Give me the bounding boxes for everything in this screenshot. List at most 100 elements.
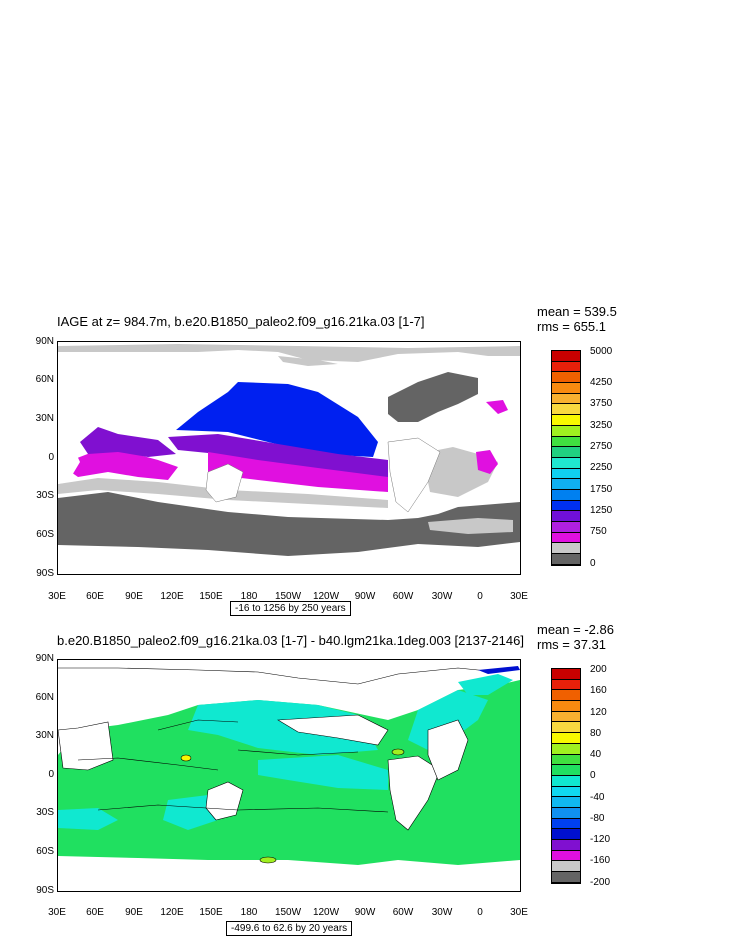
lat-label: 60S (36, 846, 54, 857)
colorbar (551, 350, 581, 566)
lon-label: 90E (125, 591, 143, 602)
lon-label: 30E (48, 591, 66, 602)
colorbar-swatch (552, 383, 580, 394)
colorbar (551, 668, 581, 884)
mean-value: mean = -2.86 (537, 622, 614, 637)
colorbar-label: 160 (590, 685, 607, 696)
colorbar-swatch (552, 701, 580, 712)
lat-label: 60N (35, 374, 54, 385)
colorbar-label: 2750 (590, 441, 613, 452)
colorbar-label: -120 (590, 834, 611, 845)
lon-label: 150E (199, 907, 223, 918)
colorbar-swatch (552, 500, 580, 512)
colorbar-swatch (552, 532, 580, 544)
colorbar-swatch (552, 872, 580, 883)
lon-label: 30E (510, 907, 528, 918)
lon-label: 150W (274, 591, 302, 602)
lon-label: 60E (86, 907, 104, 918)
map-field (58, 660, 520, 891)
lon-label: 30W (431, 591, 453, 602)
colorbar-label: 0 (590, 770, 596, 781)
panel-difference: b.e20.B1850_paleo2.f09_g16.21ka.03 [1-7]… (0, 615, 733, 945)
lon-label: 150E (199, 591, 223, 602)
colorbar-swatch (552, 743, 580, 755)
colorbar-swatch (552, 861, 580, 873)
lon-label: 60E (86, 591, 104, 602)
colorbar-label: 1750 (590, 484, 613, 495)
lon-label: 30E (48, 907, 66, 918)
colorbar-swatch (552, 372, 580, 384)
colorbar-swatch (552, 543, 580, 555)
panel-iage: IAGE at z= 984.7m, b.e20.B1850_paleo2.f0… (0, 300, 733, 630)
colorbar-swatch (552, 690, 580, 702)
colorbar-label: 40 (590, 749, 602, 760)
colorbar-label: 200 (590, 664, 607, 675)
lat-label: 30N (35, 413, 54, 424)
lat-label: 0 (48, 452, 54, 463)
colorbar-swatch (552, 489, 580, 501)
lon-label: 120W (312, 591, 340, 602)
colorbar-swatch (552, 393, 580, 405)
lat-label: 90S (36, 568, 54, 579)
plot-title: b.e20.B1850_paleo2.f09_g16.21ka.03 [1-7]… (57, 633, 524, 648)
colorbar-label: 120 (590, 707, 607, 718)
lon-label: 60W (392, 907, 414, 918)
lon-label: 30E (510, 591, 528, 602)
colorbar-swatch (552, 457, 580, 469)
lon-label: 0 (477, 907, 483, 918)
colorbar-swatch (552, 733, 580, 744)
lat-label: 0 (48, 769, 54, 780)
colorbar-label: 5000 (590, 346, 613, 357)
contour-range-label: -16 to 1256 by 250 years (230, 601, 351, 616)
colorbar-swatch (552, 351, 580, 362)
colorbar-swatch (552, 425, 580, 437)
colorbar-label: 1250 (590, 505, 613, 516)
lon-label: 0 (477, 591, 483, 602)
lat-label: 60N (35, 692, 54, 703)
colorbar-label: 3250 (590, 420, 613, 431)
colorbar-label: 80 (590, 728, 602, 739)
colorbar-label: 750 (590, 526, 607, 537)
colorbar-swatch (552, 522, 580, 533)
lat-label: 60S (36, 529, 54, 540)
colorbar-swatch (552, 775, 580, 787)
lon-label: 90W (354, 591, 376, 602)
colorbar-swatch (552, 679, 580, 691)
map-field (58, 344, 520, 556)
colorbar-swatch (552, 765, 580, 776)
lon-label: 60W (392, 591, 414, 602)
colorbar-label: 3750 (590, 398, 613, 409)
mean-value: mean = 539.5 (537, 304, 617, 319)
colorbar-swatch (552, 361, 580, 373)
colorbar-label: -80 (590, 813, 605, 824)
lon-label: 150W (274, 907, 302, 918)
lat-label: 90N (35, 336, 54, 347)
colorbar-swatch (552, 840, 580, 851)
colorbar-swatch (552, 829, 580, 840)
rms-value: rms = 655.1 (537, 319, 607, 334)
contour-range-label: -499.6 to 62.6 by 20 years (226, 921, 353, 936)
map-plot (57, 659, 521, 892)
lon-label: 30W (431, 907, 453, 918)
colorbar-swatch (552, 786, 580, 798)
colorbar-label: 0 (590, 558, 596, 569)
colorbar-swatch (552, 554, 580, 565)
lat-label: 90N (35, 653, 54, 664)
lat-label: 30S (36, 807, 54, 818)
colorbar-swatch (552, 447, 580, 458)
colorbar-swatch (552, 797, 580, 808)
lat-label: 30S (36, 490, 54, 501)
colorbar-swatch (552, 754, 580, 766)
colorbar-label: -40 (590, 792, 605, 803)
rms-value: rms = 37.31 (537, 637, 607, 652)
colorbar-swatch (552, 850, 580, 862)
lon-label: 90E (125, 907, 143, 918)
lat-label: 90S (36, 885, 54, 896)
lon-label: 90W (354, 907, 376, 918)
colorbar-label: -160 (590, 855, 611, 866)
lon-label: 120W (312, 907, 340, 918)
colorbar-swatch (552, 436, 580, 448)
plot-title: IAGE at z= 984.7m, b.e20.B1850_paleo2.f0… (57, 314, 425, 329)
colorbar-swatch (552, 511, 580, 522)
lon-label: 180 (240, 907, 258, 918)
